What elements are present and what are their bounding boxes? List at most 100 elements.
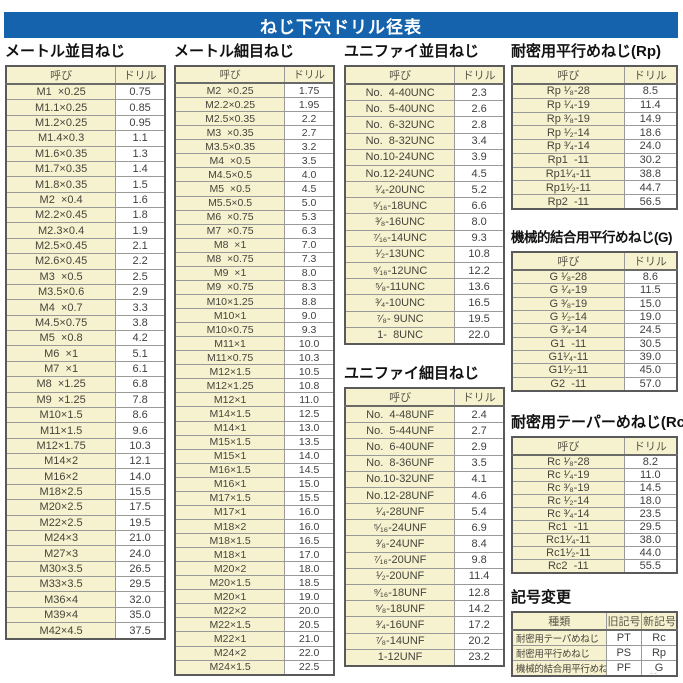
header-row: 呼び ドリル xyxy=(511,65,678,85)
drill-value-cell: 11.4 xyxy=(623,97,678,113)
metric-coarse-table: 呼び ドリル M1 ×0.25 0.75 M1.1×0.25 0.85 M1.2×0.25… xyxy=(5,65,166,640)
thread-name-cell: M10×1.25 xyxy=(174,293,286,310)
thread-name-cell: M20×2.5 xyxy=(5,499,117,516)
table-row: G ³⁄₄-14 24.5 xyxy=(511,323,678,338)
drill-value-cell: 18.5 xyxy=(284,575,335,591)
thread-name-cell: M7 ×0.75 xyxy=(174,223,286,239)
table-body: No. 4-48UNF 2.4 No. 5-44UNF 2.7 No. 6-40UNF 2… xyxy=(344,405,505,667)
drill-value-cell: 14.5 xyxy=(623,481,678,495)
drill-value-cell: 29.5 xyxy=(115,576,166,593)
thread-name-cell: M39×4 xyxy=(5,606,117,624)
thread-name-cell: ¹⁄₄-28UNF xyxy=(344,503,456,521)
drill-value-cell: 4.2 xyxy=(115,330,166,347)
drill-value-cell: 9.6 xyxy=(115,422,166,439)
thread-name-cell: M3.5×0.35 xyxy=(174,139,286,155)
table-row: M1.1×0.25 0.85 xyxy=(5,99,166,116)
drill-value-cell: 20.0 xyxy=(284,603,335,619)
table-row: No.10-24UNC 3.9 xyxy=(344,148,505,166)
drill-value-cell: 4.1 xyxy=(454,470,505,488)
table-row: ³⁄₄-10UNC 16.5 xyxy=(344,294,505,312)
drill-value-cell: 10.3 xyxy=(115,437,166,455)
drill-value-cell: 14.0 xyxy=(115,468,166,485)
table-row: M12×1.25 10.8 xyxy=(174,378,335,394)
table-row: No.12-28UNF 4.6 xyxy=(344,486,505,505)
drill-value-cell: 8.0 xyxy=(454,213,505,231)
thread-name-cell: Rc ³⁄₄-14 xyxy=(511,507,625,521)
table-row: G ³⁄₈-19 15.0 xyxy=(511,296,678,311)
table-row: No. 5-40UNC 2.6 xyxy=(344,100,505,118)
table-row: Rc1¹⁄₂-11 44.0 xyxy=(511,546,678,560)
thread-name-cell: No. 4-40UNC xyxy=(344,83,456,102)
thread-name-cell: M7 ×1 xyxy=(5,360,117,378)
section-title-symbol-change: 記号変更 xyxy=(511,589,572,606)
drill-value-cell: 16.0 xyxy=(284,518,335,535)
rp-table: 呼び ドリル Rp ¹⁄₈-28 8.5 Rp ¹⁄₄-19 11.4 Rp ³⁄₈-19… xyxy=(511,65,678,210)
table-row: No.10-32UNF 4.1 xyxy=(344,470,505,488)
drill-value-cell: 29.5 xyxy=(623,520,678,534)
table-head: 呼び ドリル xyxy=(344,65,505,85)
table-row: Rp1 -11 30.2 xyxy=(511,152,678,168)
table-row: M12×1.75 10.3 xyxy=(5,437,166,455)
drill-value-cell: 1.9 xyxy=(115,222,166,239)
table-row: M3 ×0.5 2.5 xyxy=(5,268,166,285)
thread-name-cell: M6 ×1 xyxy=(5,345,117,362)
thread-name-cell: M1.8×0.35 xyxy=(5,176,117,193)
thread-name-cell: M1.7×0.35 xyxy=(5,160,117,178)
table-row: M18×1 17.0 xyxy=(174,547,335,563)
thread-name-cell: M12×1.75 xyxy=(5,437,117,455)
section-symbol-change: 記号変更 種類 旧記号 新記号 耐密用テーパめねじ PT Rc 耐密用平行めねじ PS Rp 機… xyxy=(511,588,678,677)
column-header: 呼び xyxy=(511,251,625,271)
thread-name-cell: ⁹⁄₁₆-18UNF xyxy=(344,583,456,602)
table-row: M22×2.5 19.5 xyxy=(5,514,166,531)
drill-value-cell: 6.6 xyxy=(454,197,505,215)
table-row: M18×2.5 15.5 xyxy=(5,483,166,501)
thread-name-cell: M15×1 xyxy=(174,448,286,464)
drill-value-cell: PT xyxy=(605,629,643,646)
thread-name-cell: No. 8-32UNC xyxy=(344,132,456,150)
thread-name-cell: Rp1¹⁄₄-11 xyxy=(511,166,625,182)
thread-name-cell: 1-12UNF xyxy=(344,648,456,667)
drill-value-cell: 5.2 xyxy=(454,181,505,199)
table-row: 耐密用テーパめねじ PT Rc xyxy=(511,629,678,646)
thread-name-cell: M2 ×0.4 xyxy=(5,191,117,209)
table-head: 種類 旧記号 新記号 xyxy=(511,611,678,631)
thread-name-cell: M20×2 xyxy=(174,561,286,577)
section-rc: 耐密用テーパーめねじ(Rc) 呼び ドリル Rc ¹⁄₈-28 8.2 Rc ¹⁄₄-… xyxy=(511,413,683,574)
table-row: ¹⁄₂-20UNF 11.4 xyxy=(344,567,505,586)
drill-value-cell: 1.3 xyxy=(115,145,166,162)
table-row: M3.5×0.6 2.9 xyxy=(5,283,166,301)
thread-name-cell: M20×1 xyxy=(174,589,286,605)
table-row: No. 6-40UNF 2.9 xyxy=(344,438,505,456)
header-row: 呼び ドリル xyxy=(174,65,335,84)
drill-value-cell: 17.5 xyxy=(115,499,166,516)
table-row: M4.5×0.5 4.0 xyxy=(174,167,335,183)
table-row: M6 ×0.75 5.3 xyxy=(174,209,335,225)
thread-name-cell: ³⁄₈-24UNF xyxy=(344,535,456,553)
section-unified-coarse: ユニファイ並目ねじ 呼び ドリル No. 4-40UNC 2.3 No. 5-40UN… xyxy=(344,42,505,345)
table-head: 呼び ドリル xyxy=(174,65,335,84)
drill-value-cell: 0.85 xyxy=(115,99,166,116)
drill-value-cell: 22.0 xyxy=(454,326,505,345)
drill-value-cell: 9.8 xyxy=(454,551,505,569)
thread-name-cell: M17×1.5 xyxy=(174,490,286,506)
table-row: Rp1¹⁄₄-11 38.8 xyxy=(511,166,678,182)
table-row: No. 4-48UNF 2.4 xyxy=(344,405,505,424)
thread-name-cell: M3.5×0.6 xyxy=(5,283,117,301)
column-header: 旧記号 xyxy=(605,611,643,631)
drill-value-cell: 2.9 xyxy=(115,283,166,301)
table-row: M16×1.5 14.5 xyxy=(174,462,335,478)
thread-name-cell: M10×1.5 xyxy=(5,406,117,424)
table-row: M14×2 12.1 xyxy=(5,453,166,470)
table-row: ⁷⁄₈-14UNF 20.2 xyxy=(344,632,505,650)
drill-value-cell: 45.0 xyxy=(623,363,678,378)
table-row: M33×3.5 29.5 xyxy=(5,576,166,593)
drill-value-cell: 9.0 xyxy=(284,308,335,324)
column-header: ドリル xyxy=(115,65,166,85)
table-row: G1¹⁄₄-11 39.0 xyxy=(511,349,678,365)
table-row: Rc ¹⁄₄-19 11.0 xyxy=(511,468,678,482)
table-row: Rc1¹⁄₄-11 38.0 xyxy=(511,533,678,547)
drill-value-cell: 22.0 xyxy=(284,645,335,661)
table-row: M6 ×1 5.1 xyxy=(5,345,166,362)
thread-name-cell: M18×2 xyxy=(174,518,286,535)
column-header: ドリル xyxy=(623,65,678,85)
